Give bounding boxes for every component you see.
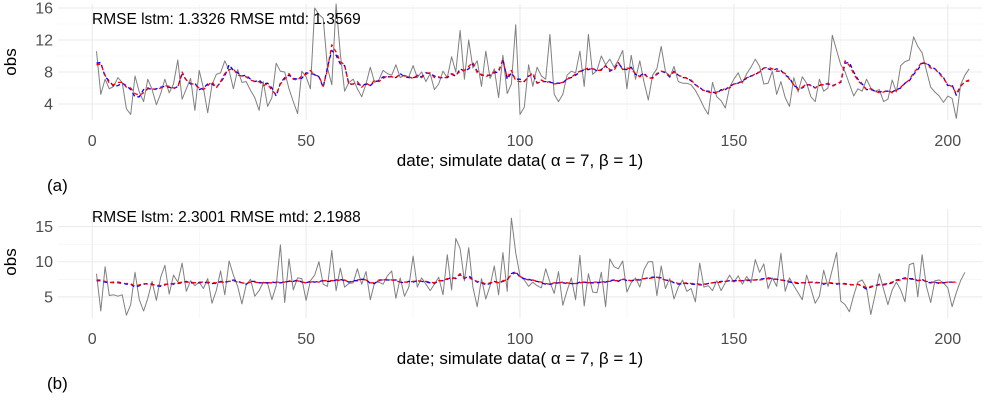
panel-a-obs-line	[96, 3, 970, 119]
panel-a-y-tick-label: 12	[35, 33, 53, 50]
panel-b-x-tick-label: 0	[88, 331, 97, 348]
panel-b-rmse-annotation: RMSE lstm: 2.3001 RMSE mtd: 2.1988	[92, 209, 361, 226]
panel-b-y-ticks: 5 10 15	[35, 219, 53, 306]
panel-a-x-ticks: 0 50 100 150 200	[88, 133, 961, 150]
panel-b-y-tick-label: 10	[35, 254, 53, 271]
panel-a-y-tick-label: 4	[44, 97, 53, 114]
panel-a: 4 8 12 16 0 50 100 150 200 RMSE lstm: 1.3326 RM…	[1, 1, 982, 195]
panel-b-x-tick-label: 200	[934, 331, 961, 348]
panel-a-x-tick-label: 100	[507, 133, 534, 150]
panel-b: 5 10 15 0 50 100 150 200 RMSE lstm: 2.3001 RMS…	[1, 209, 982, 393]
panel-b-x-axis-label: date; simulate data( α = 7, β = 1)	[397, 349, 643, 368]
panel-a-x-tick-label: 0	[88, 133, 97, 150]
panel-b-x-ticks: 0 50 100 150 200	[88, 331, 961, 348]
panel-a-rmse-annotation: RMSE lstm: 1.3326 RMSE mtd: 1.3569	[92, 11, 361, 28]
panel-b-x-tick-label: 150	[721, 331, 748, 348]
panel-b-lstm-line	[96, 270, 957, 290]
panel-a-series	[96, 3, 970, 119]
panel-b-y-tick-label: 5	[44, 289, 53, 306]
panel-b-y-tick-label: 15	[35, 219, 53, 236]
panel-b-obs-line	[96, 217, 966, 316]
panel-a-y-tick-label: 16	[35, 1, 53, 18]
panel-a-x-tick-label: 200	[934, 133, 961, 150]
panel-b-y-axis-label: obs	[1, 248, 20, 275]
panel-b-mtd-line	[96, 272, 957, 289]
panel-b-series	[96, 217, 966, 316]
panel-b-grid	[58, 209, 982, 318]
panel-a-label: (a)	[47, 176, 68, 195]
panel-b-x-tick-label: 100	[507, 331, 534, 348]
panel-b-x-tick-label: 50	[297, 331, 315, 348]
panel-a-y-axis-label: obs	[1, 48, 20, 75]
panel-a-x-tick-label: 50	[297, 133, 315, 150]
panel-a-y-ticks: 4 8 12 16	[35, 1, 53, 114]
panel-a-mtd-line	[96, 44, 970, 96]
panel-a-y-tick-label: 8	[44, 65, 53, 82]
panel-b-label: (b)	[47, 374, 68, 393]
panel-a-x-axis-label: date; simulate data( α = 7, β = 1)	[397, 151, 643, 170]
panel-a-x-tick-label: 150	[721, 133, 748, 150]
